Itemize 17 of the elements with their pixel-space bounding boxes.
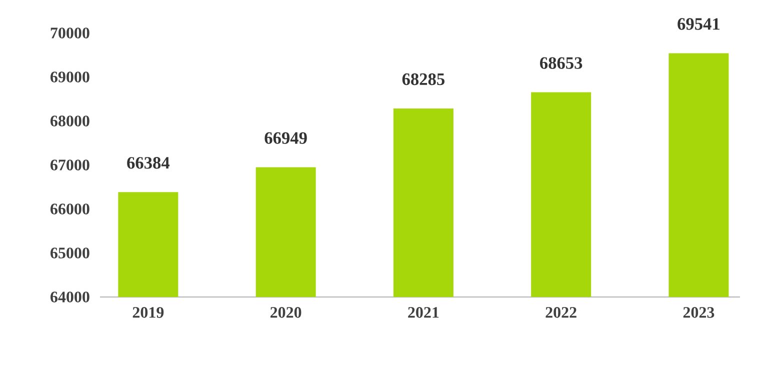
x-tick-label: 2019 [132,307,164,318]
x-tick-label: 2021 [408,307,439,318]
data-label: 68653 [540,57,582,69]
y-tick-label: 68000 [50,116,90,126]
y-tick-label: 70000 [50,28,90,38]
y-tick-label: 66000 [50,204,90,214]
y-tick-label: 67000 [50,160,90,170]
data-label: 69541 [678,18,720,30]
x-tick-label: 2022 [546,307,576,318]
data-label: 68285 [402,73,444,86]
data-label: 66949 [264,132,307,144]
data-label: 66384 [127,157,170,169]
y-tick-label: 69000 [50,72,90,82]
x-tick-label: 2020 [270,307,302,318]
y-tick-label: 65000 [50,248,90,258]
x-tick-label: 2023 [683,307,714,318]
y-tick-label: 64000 [50,292,90,302]
